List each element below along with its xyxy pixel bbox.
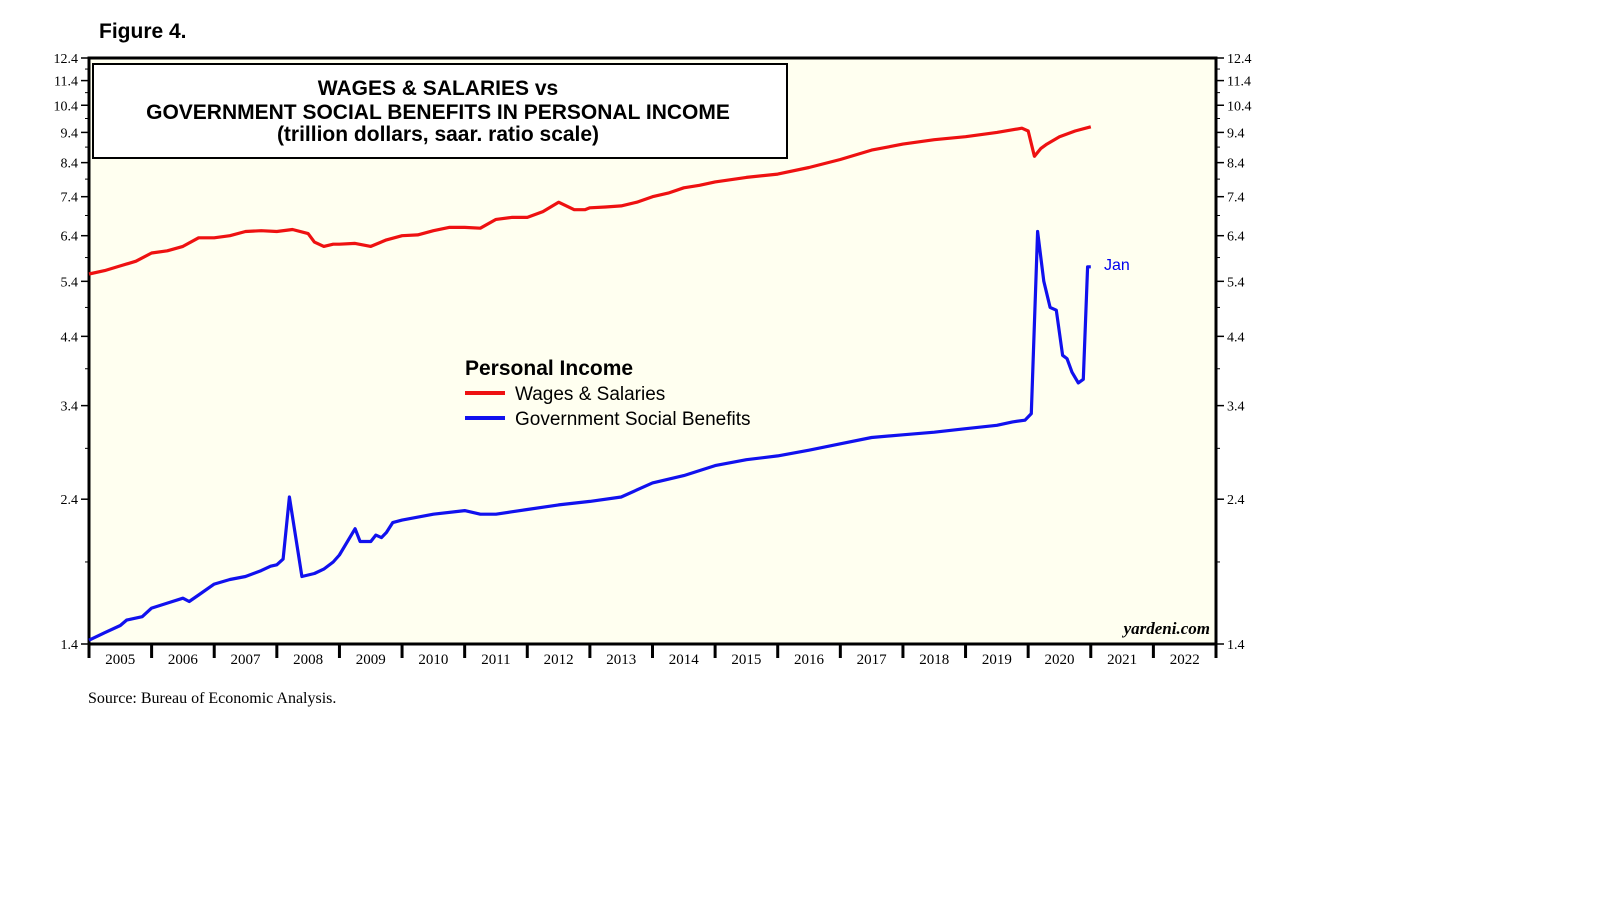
yardeni-credit: yardeni.com [1122, 619, 1210, 638]
y-tick-label-left: 5.4 [61, 275, 79, 290]
x-tick-label: 2021 [1107, 652, 1137, 668]
x-tick-label: 2020 [1044, 652, 1074, 668]
x-tick-label: 2006 [168, 652, 199, 668]
chart-subtitle: (trillion dollars, saar. ratio scale) [277, 123, 599, 146]
y-tick-label-left: 10.4 [54, 99, 79, 114]
x-tick-label: 2009 [356, 652, 386, 668]
chart-title-line-2: GOVERNMENT SOCIAL BENEFITS IN PERSONAL I… [146, 101, 730, 124]
y-tick-label-left: 6.4 [61, 230, 79, 245]
x-tick-label: 2012 [544, 652, 574, 668]
y-tick-label-left: 8.4 [61, 157, 79, 172]
x-tick-label: 2007 [231, 652, 262, 668]
x-tick-label: 2013 [606, 652, 636, 668]
y-tick-label-left: 11.4 [54, 75, 78, 90]
y-tick-label-right: 1.4 [1227, 638, 1245, 653]
y-tick-label-left: 3.4 [61, 400, 79, 415]
x-tick-label: 2010 [418, 652, 448, 668]
x-tick-label: 2015 [731, 652, 761, 668]
y-tick-label-right: 5.4 [1227, 275, 1245, 290]
x-tick-label: 2016 [794, 652, 825, 668]
legend-title: Personal Income [465, 357, 633, 380]
x-tick-label: 2019 [982, 652, 1012, 668]
y-tick-label-right: 12.4 [1227, 52, 1252, 67]
y-tick-label-right: 3.4 [1227, 400, 1245, 415]
y-tick-label-left: 9.4 [61, 126, 79, 141]
jan-annotation: Jan [1104, 257, 1130, 274]
legend-label-wages: Wages & Salaries [515, 384, 665, 405]
series-wages-line [88, 125, 1092, 276]
x-tick-label: 2022 [1170, 652, 1200, 668]
y-axis-right: 12.4 11.4 10.4 9.4 8.4 7.4 6.4 5.4 4.4 3.4 2.4 1.4 [1216, 52, 1252, 653]
x-tick-label: 2017 [857, 652, 888, 668]
x-tick-label: 2005 [105, 652, 135, 668]
y-tick-label-right: 11.4 [1227, 75, 1251, 90]
y-tick-label-right: 10.4 [1227, 99, 1252, 114]
y-tick-label-right: 6.4 [1227, 230, 1245, 245]
series-layer [88, 125, 1092, 642]
title-box [92, 63, 788, 159]
y-tick-label-left: 12.4 [54, 52, 79, 67]
y-tick-label-right: 7.4 [1227, 191, 1245, 206]
y-tick-label-left: 4.4 [61, 330, 79, 345]
x-tick-label: 2018 [919, 652, 949, 668]
chart-title-line-1: WAGES & SALARIES vs [318, 77, 558, 100]
x-tick-label: 2008 [293, 652, 323, 668]
y-axis-left: 12.4 11.4 10.4 9.4 8.4 7.4 6.4 5.4 4.4 3.4 2.4 1.4 [54, 52, 89, 653]
y-tick-label-right: 9.4 [1227, 126, 1245, 141]
y-tick-label-left: 1.4 [61, 638, 79, 653]
y-tick-label-right: 4.4 [1227, 330, 1245, 345]
x-tick-label: 2014 [669, 652, 700, 668]
chart: 12.411.410.49.48.47.46.45.44.43.42.41.4 … [54, 52, 1252, 668]
series-benefits-line [88, 229, 1091, 642]
source-note: Source: Bureau of Economic Analysis. [88, 690, 337, 707]
y-tick-label-right: 8.4 [1227, 157, 1245, 172]
legend-label-benefits: Government Social Benefits [515, 409, 751, 430]
y-tick-label-left: 2.4 [61, 493, 79, 508]
x-tick-label: 2011 [481, 652, 510, 668]
figure-label: Figure 4. [99, 20, 187, 43]
x-axis: 2005 2006 2007 2008 2009 2010 2011 2012 2013 2014… [87, 644, 1218, 668]
y-tick-label-right: 2.4 [1227, 493, 1245, 508]
y-tick-label-left: 7.4 [61, 191, 79, 206]
